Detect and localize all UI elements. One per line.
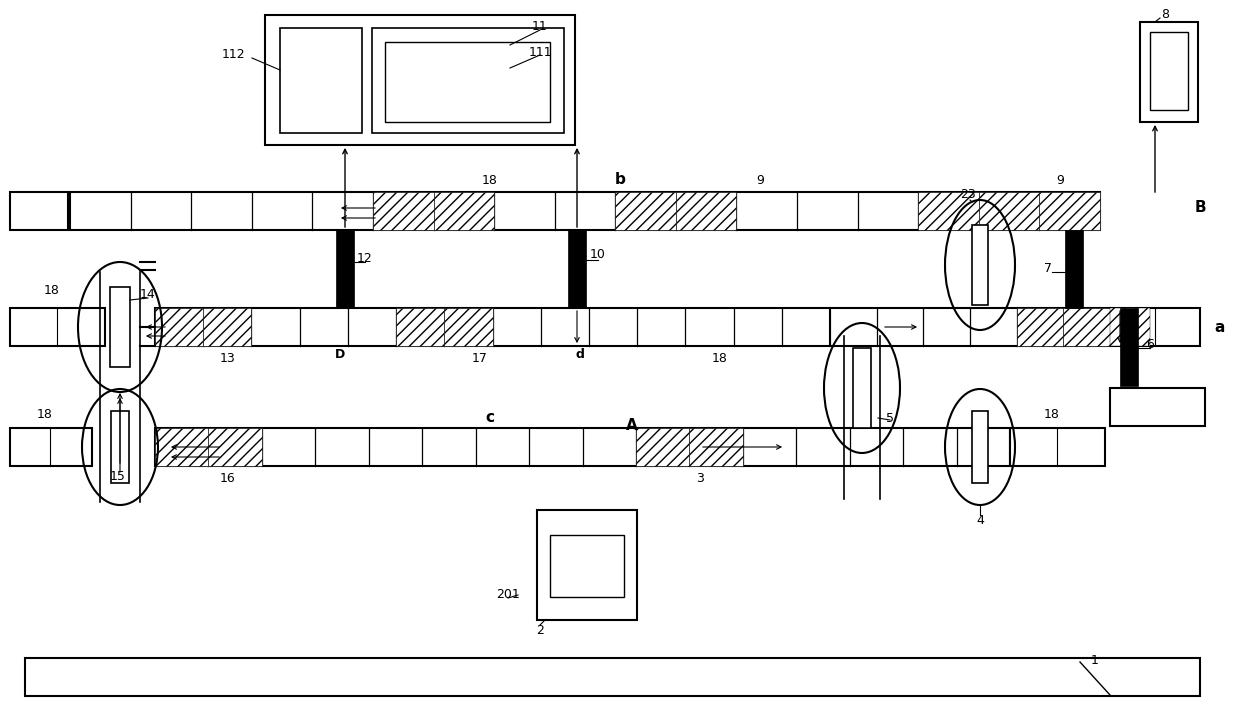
Text: 9: 9 [1056,174,1064,187]
Text: 2: 2 [536,624,544,637]
Bar [1064,308,1110,346]
Text: 201: 201 [496,589,520,602]
Text: 18: 18 [712,352,728,365]
Bar [280,28,362,133]
Bar [689,428,743,466]
Text: 10: 10 [590,248,606,261]
Bar [551,535,624,597]
Bar [112,411,129,483]
Bar [1110,308,1149,346]
Bar [155,428,208,466]
Bar [155,308,830,346]
Bar [1120,308,1138,386]
Bar [155,428,1011,466]
Bar [568,230,587,308]
Text: 1: 1 [1091,654,1099,666]
Bar [396,308,444,346]
Text: C: C [336,298,345,312]
Bar [537,510,637,620]
Bar [384,42,551,122]
Text: 112: 112 [222,48,246,61]
Bar [203,308,252,346]
Bar [830,308,1110,346]
Bar [853,348,870,428]
Text: 23: 23 [960,189,976,201]
Text: 6: 6 [1146,338,1154,352]
Text: d: d [575,348,584,362]
Text: 13: 13 [221,352,236,365]
Bar [1011,428,1105,466]
Text: 14: 14 [140,288,156,301]
Text: 18: 18 [1044,409,1060,422]
Bar [265,15,575,145]
Text: 18: 18 [482,174,498,187]
Bar [336,230,353,308]
Text: 11: 11 [532,21,548,33]
Text: A: A [626,417,637,432]
Bar [434,192,494,230]
Bar [1017,308,1064,346]
Text: B: B [1194,201,1205,216]
Text: c: c [486,411,495,426]
Bar [1110,308,1200,346]
Text: 18: 18 [45,283,60,296]
Bar [208,428,262,466]
Text: 17: 17 [472,352,487,365]
Bar [25,658,1200,696]
Text: 3: 3 [696,471,704,484]
Text: 8: 8 [1161,9,1169,21]
Text: D: D [335,348,345,362]
Bar [972,411,988,483]
Bar [10,308,105,346]
Bar [636,428,689,466]
Bar [1149,32,1188,110]
Bar [1110,388,1205,426]
Bar [10,428,92,466]
Bar [1039,192,1100,230]
Bar [615,192,676,230]
Bar [69,192,1100,230]
Text: 9: 9 [756,174,764,187]
Bar [978,192,1039,230]
Bar [10,192,68,230]
Text: 18: 18 [37,409,53,422]
Text: 16: 16 [221,471,236,484]
Bar [155,308,203,346]
Text: 5: 5 [887,412,894,424]
Bar [1140,22,1198,122]
Text: 4: 4 [976,513,983,526]
Text: 7: 7 [1044,261,1052,275]
Bar [1065,230,1083,308]
Text: 12: 12 [357,251,373,264]
Bar [110,287,130,367]
Bar [444,308,492,346]
Bar [373,192,434,230]
Bar [372,28,564,133]
Text: 111: 111 [528,46,552,58]
Bar [919,192,978,230]
Text: 15: 15 [110,471,126,483]
Text: a: a [1215,320,1225,335]
Bar [676,192,737,230]
Text: b: b [615,172,625,187]
Bar [972,225,988,305]
